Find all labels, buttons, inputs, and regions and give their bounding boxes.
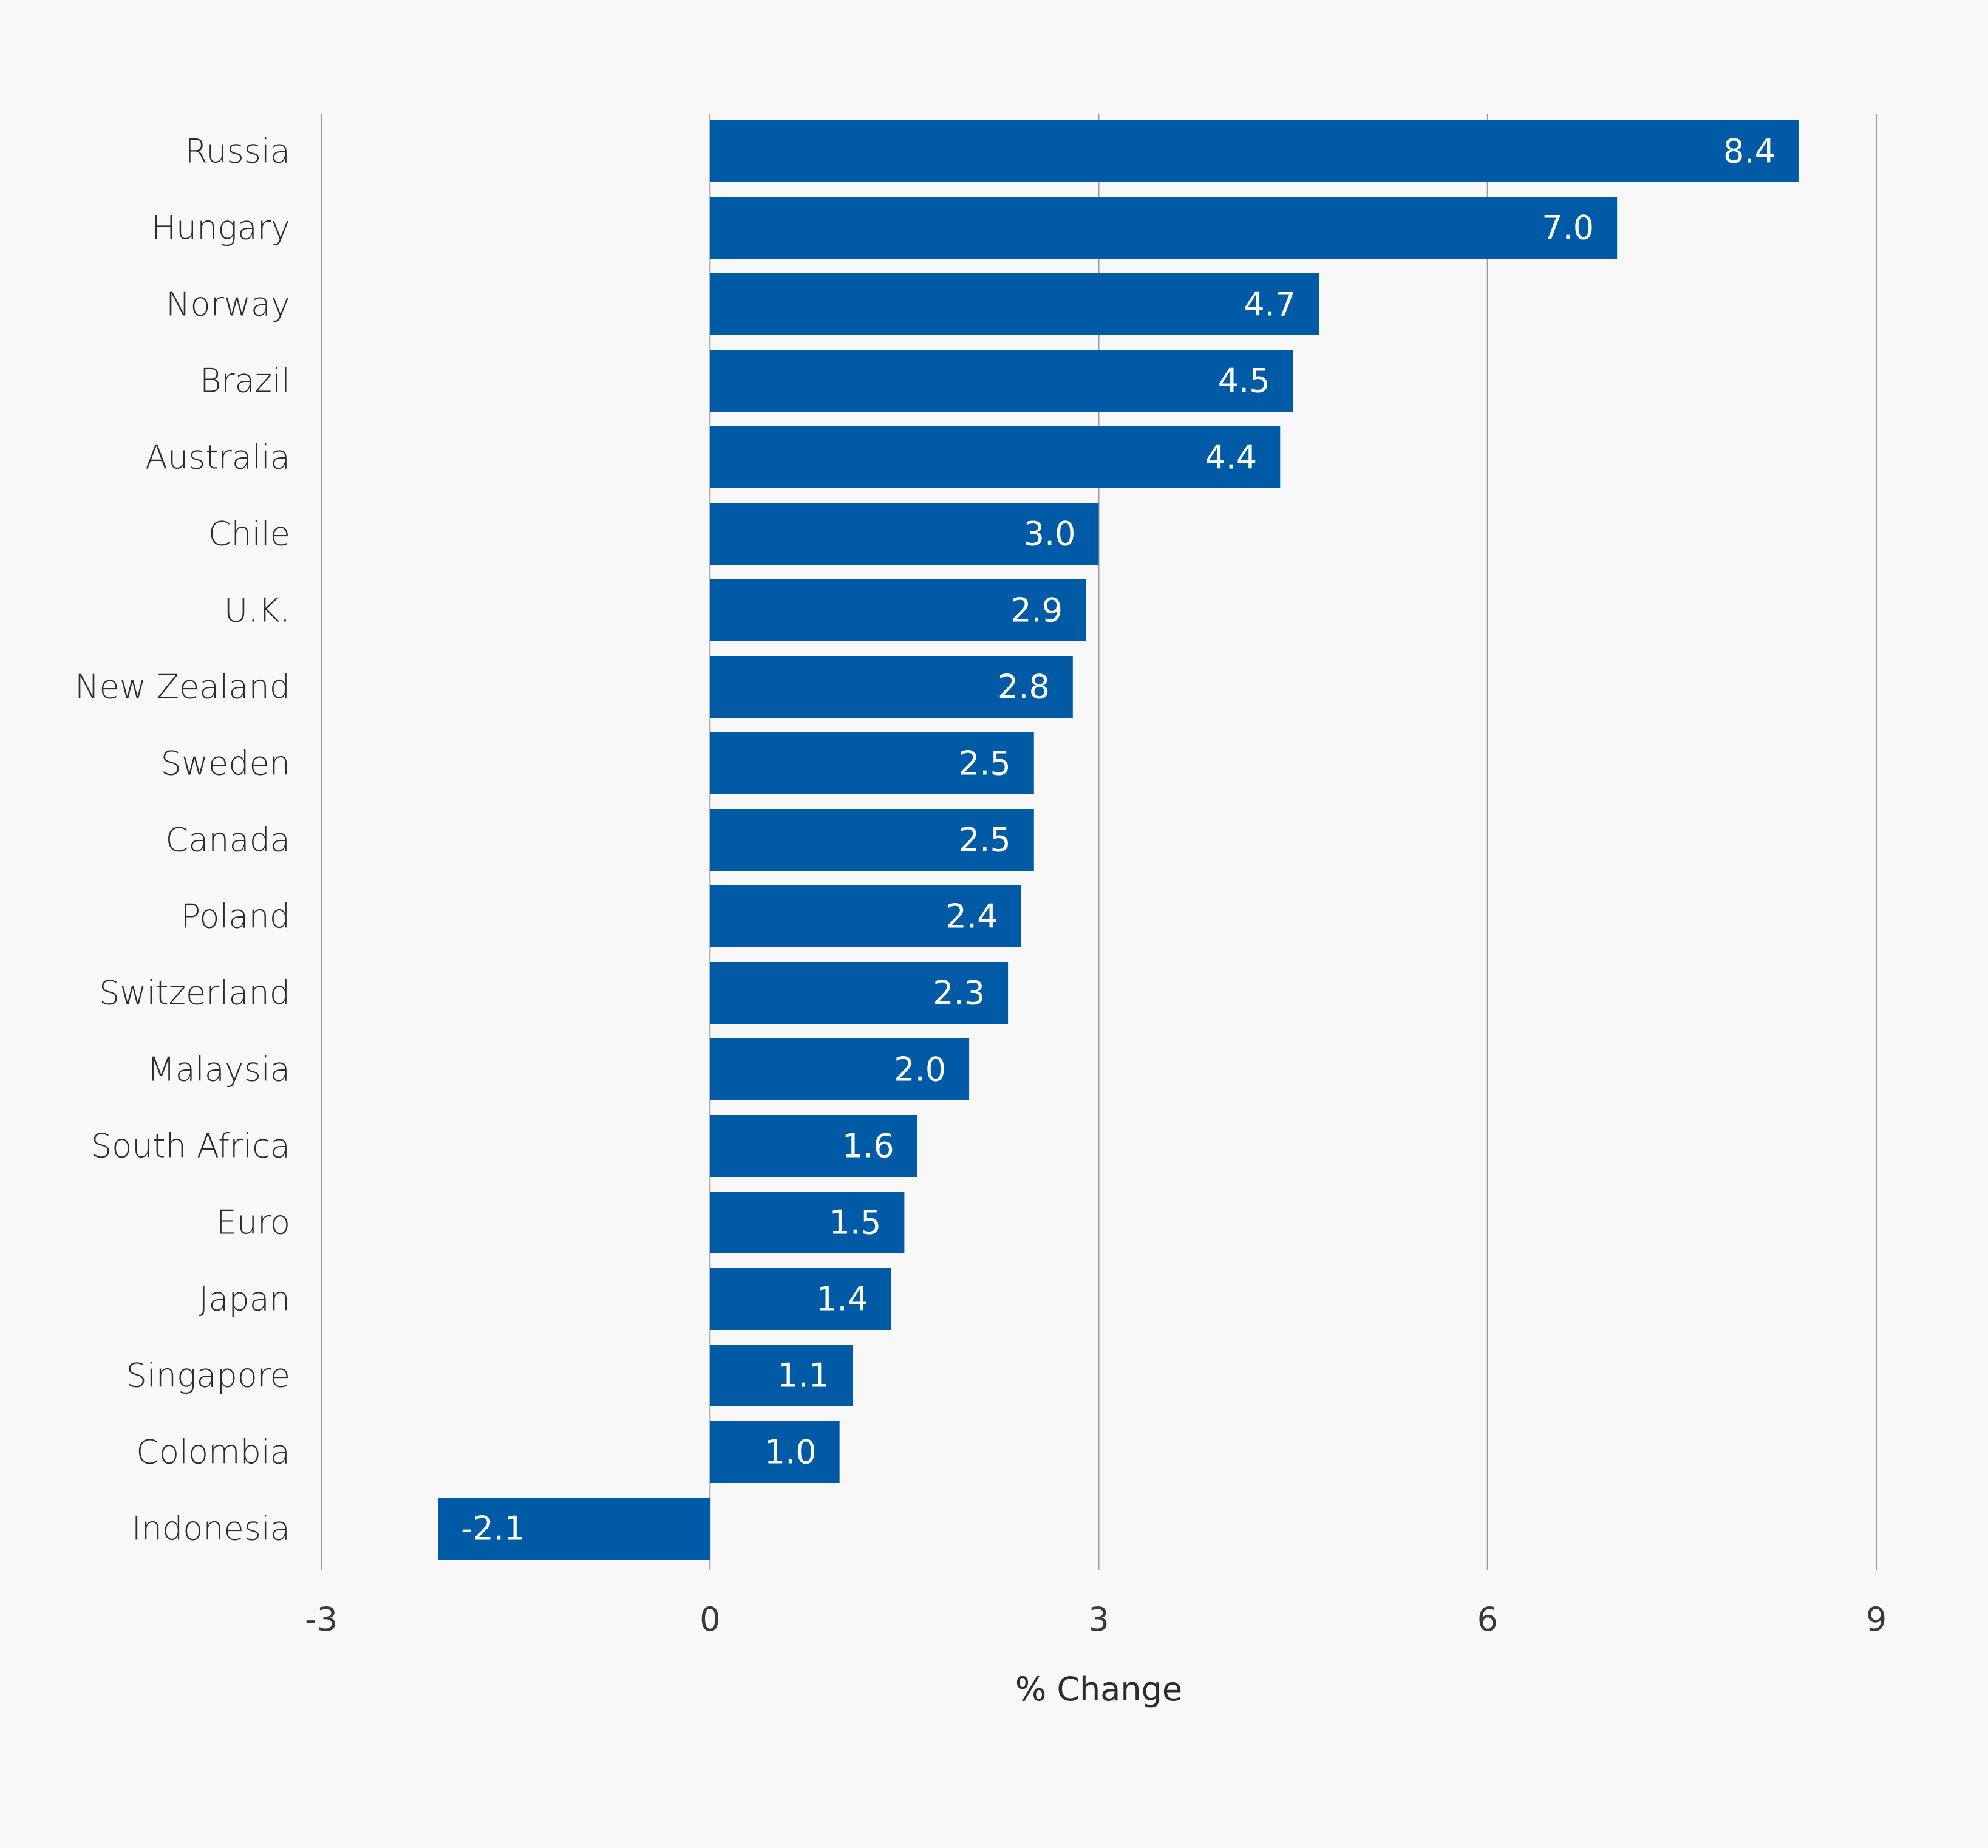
bar <box>710 1115 917 1177</box>
bar <box>710 809 1034 871</box>
bar-value-label: 3.0 <box>1024 515 1076 553</box>
category-label: Australia <box>145 438 290 477</box>
category-label: Sweden <box>161 745 290 783</box>
bar <box>710 350 1293 412</box>
bar-value-label: 2.8 <box>998 668 1050 706</box>
bar <box>710 120 1799 182</box>
category-labels: Russia Hungary Norway Brazil Australia Chile U… <box>75 132 290 1548</box>
bar <box>710 885 1021 947</box>
bar <box>710 732 1034 794</box>
category-label: U.K. <box>224 592 290 630</box>
bar-value-label: 4.7 <box>1244 285 1296 324</box>
x-tick-label: 9 <box>1866 1600 1887 1638</box>
bar <box>710 579 1086 641</box>
bar <box>710 1268 892 1330</box>
x-tick-labels: -3 0 3 6 9 <box>305 1600 1887 1638</box>
bar <box>710 503 1099 565</box>
bar <box>710 1192 905 1253</box>
bar-value-label: 4.5 <box>1218 362 1270 400</box>
category-label: Singapore <box>126 1357 290 1395</box>
category-label: South Africa <box>91 1127 290 1165</box>
bar-value-label: 4.4 <box>1205 438 1257 477</box>
category-label: Canada <box>166 821 290 859</box>
bar-value-label: 2.4 <box>946 898 998 936</box>
bar <box>710 273 1319 335</box>
bar <box>710 962 1009 1024</box>
bar-value-label: 1.1 <box>777 1357 829 1395</box>
bar-value-label: 2.5 <box>959 745 1011 783</box>
bar <box>710 426 1281 488</box>
category-label: Brazil <box>200 362 290 400</box>
bar-value-label: 8.4 <box>1723 132 1775 171</box>
category-label: Hungary <box>151 209 290 247</box>
x-axis-title: % Change <box>1015 1670 1182 1708</box>
category-label: Japan <box>199 1280 290 1318</box>
bar-value-label: 2.9 <box>1010 592 1063 630</box>
bar-value-label: 2.0 <box>894 1051 946 1089</box>
bars: 8.47.04.74.54.43.02.92.82.52.52.42.32.01… <box>438 120 1799 1560</box>
x-tick-label: 0 <box>700 1600 720 1638</box>
category-label: Euro <box>216 1204 290 1242</box>
category-label: Chile <box>208 515 290 553</box>
category-label: New Zealand <box>75 668 290 706</box>
category-label: Norway <box>166 285 290 324</box>
x-tick-label: -3 <box>305 1600 338 1638</box>
bar-value-label: 1.4 <box>816 1280 868 1318</box>
bar <box>710 197 1618 259</box>
bar <box>710 1421 840 1483</box>
bar-value-label: 2.5 <box>959 821 1011 859</box>
category-label: Russia <box>185 132 290 171</box>
bar <box>438 1498 710 1560</box>
bar <box>710 1345 853 1406</box>
bar-value-label: 2.3 <box>933 974 985 1012</box>
category-label: Indonesia <box>132 1510 290 1548</box>
x-tick-label: 3 <box>1088 1600 1109 1638</box>
bar-value-label: 1.5 <box>829 1204 881 1242</box>
bar-value-label: -2.1 <box>461 1510 525 1548</box>
x-tick-label: 6 <box>1477 1600 1498 1638</box>
category-label: Colombia <box>136 1433 290 1471</box>
bar <box>710 1038 970 1100</box>
category-label: Switzerland <box>99 974 290 1012</box>
category-label: Malaysia <box>147 1051 290 1089</box>
bar-value-label: 7.0 <box>1542 209 1594 247</box>
bar-value-label: 1.0 <box>764 1433 817 1471</box>
category-label: Poland <box>181 898 290 936</box>
bar <box>710 656 1073 718</box>
bar-value-label: 1.6 <box>842 1127 894 1165</box>
